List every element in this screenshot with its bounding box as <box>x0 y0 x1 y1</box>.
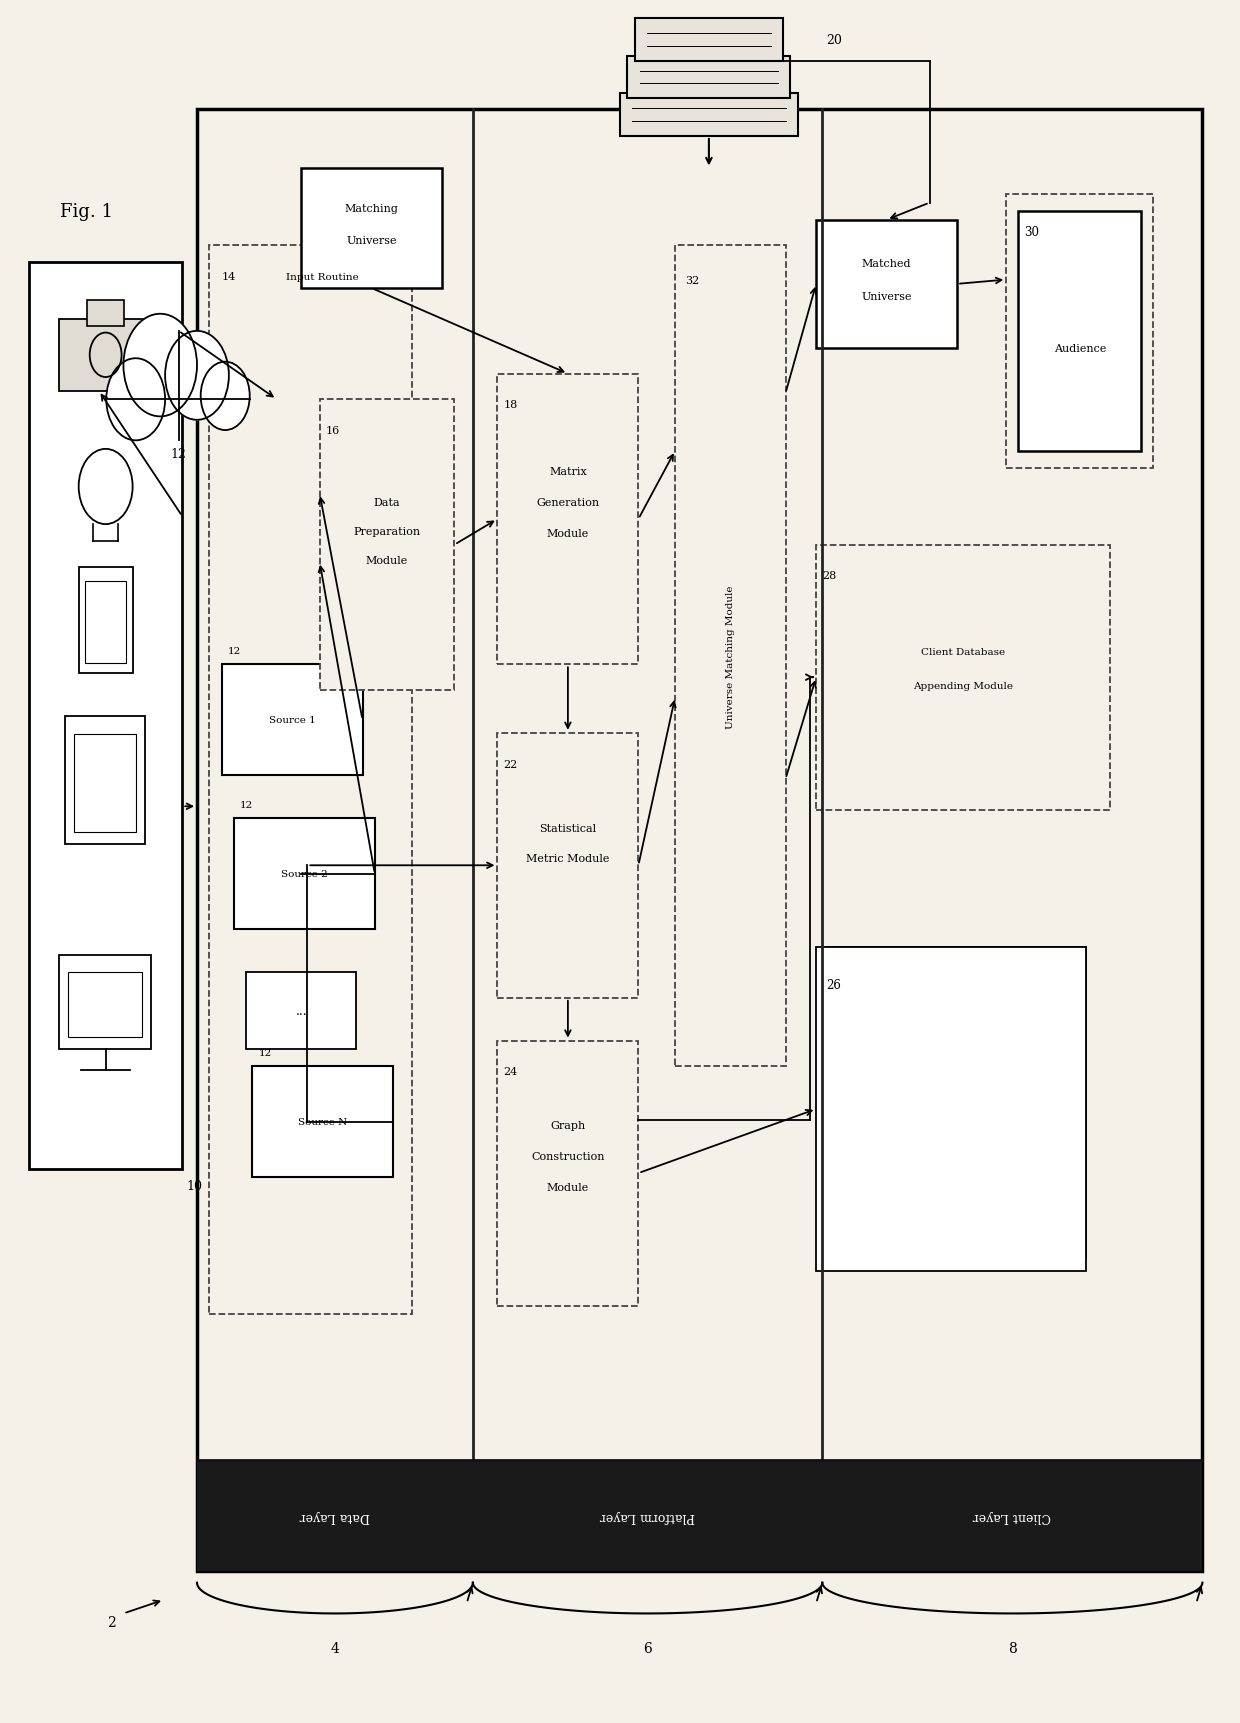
Bar <box>252 1067 393 1179</box>
Bar <box>197 110 1203 1571</box>
Text: Module: Module <box>547 1182 589 1192</box>
Text: 8: 8 <box>1008 1640 1017 1654</box>
Text: Preparation: Preparation <box>353 527 420 536</box>
Text: Input Routine: Input Routine <box>286 272 360 281</box>
Bar <box>29 264 182 1170</box>
Text: 12: 12 <box>171 448 186 462</box>
Bar <box>497 734 639 998</box>
Text: 20: 20 <box>827 34 842 47</box>
Circle shape <box>124 315 197 417</box>
Bar <box>627 57 790 100</box>
Bar <box>84 581 126 663</box>
Bar <box>826 948 1086 1258</box>
Circle shape <box>165 331 229 420</box>
Bar <box>816 948 1086 1272</box>
Text: Universe: Universe <box>862 291 911 302</box>
Text: Graph: Graph <box>551 1120 585 1130</box>
Bar <box>197 1459 1203 1571</box>
Bar <box>675 246 785 1067</box>
Text: 4: 4 <box>331 1640 340 1654</box>
Text: 12: 12 <box>239 801 253 810</box>
Bar <box>301 169 443 289</box>
Text: Platform Layer: Platform Layer <box>600 1509 696 1521</box>
Bar <box>66 717 145 844</box>
Text: 12: 12 <box>228 646 241 656</box>
Text: Data: Data <box>373 498 401 508</box>
Text: 32: 32 <box>684 276 699 286</box>
Bar <box>60 956 151 1049</box>
Text: 22: 22 <box>503 760 518 768</box>
Text: Client Layer: Client Layer <box>973 1509 1052 1521</box>
Text: 2: 2 <box>107 1614 115 1628</box>
Text: Module: Module <box>547 529 589 538</box>
Text: 28: 28 <box>822 570 837 581</box>
Text: ...: ... <box>295 1005 308 1018</box>
Circle shape <box>107 358 165 441</box>
Bar <box>68 972 143 1037</box>
Bar <box>497 1041 639 1306</box>
Text: 24: 24 <box>503 1067 518 1077</box>
Bar <box>635 19 784 62</box>
Text: 16: 16 <box>326 426 340 436</box>
Text: Universe Matching Module: Universe Matching Module <box>725 584 735 729</box>
Bar <box>620 95 797 136</box>
Text: Data Layer: Data Layer <box>300 1509 370 1521</box>
Bar <box>60 320 151 391</box>
Text: Construction: Construction <box>531 1151 605 1161</box>
Text: Module: Module <box>366 557 408 565</box>
Bar <box>816 544 1111 810</box>
Bar <box>1018 212 1141 451</box>
Bar <box>846 948 1086 1230</box>
Text: 18: 18 <box>503 400 518 410</box>
Text: 10: 10 <box>186 1180 202 1192</box>
Text: Audience: Audience <box>1054 345 1106 353</box>
Text: Statistical: Statistical <box>539 824 596 834</box>
Text: Generation: Generation <box>537 498 599 508</box>
Bar <box>320 400 455 691</box>
Text: Matched: Matched <box>862 258 911 269</box>
Text: Matching: Matching <box>345 203 398 214</box>
Text: Universe: Universe <box>346 236 397 246</box>
Circle shape <box>201 362 249 431</box>
Bar <box>210 246 412 1315</box>
Bar <box>73 736 136 832</box>
Text: 12: 12 <box>258 1048 272 1058</box>
Bar <box>246 972 356 1049</box>
Bar <box>234 818 374 930</box>
Text: Fig. 1: Fig. 1 <box>61 203 113 221</box>
Text: Matrix: Matrix <box>549 467 587 477</box>
Text: Metric Module: Metric Module <box>526 855 610 863</box>
Text: Source N: Source N <box>298 1118 347 1127</box>
Text: 30: 30 <box>1024 226 1039 239</box>
Bar <box>836 948 1086 1244</box>
Text: Appending Module: Appending Module <box>914 682 1013 691</box>
Bar <box>497 374 639 665</box>
Bar <box>78 567 133 674</box>
Text: 6: 6 <box>644 1640 652 1654</box>
Bar <box>222 665 362 775</box>
Text: Client Database: Client Database <box>921 648 1006 656</box>
Bar <box>87 302 124 327</box>
Bar <box>816 221 957 348</box>
Text: 26: 26 <box>826 979 841 991</box>
Text: Source 1: Source 1 <box>269 717 315 725</box>
Text: 14: 14 <box>222 272 236 283</box>
Bar <box>1006 195 1153 469</box>
Text: Source 2: Source 2 <box>281 870 327 879</box>
